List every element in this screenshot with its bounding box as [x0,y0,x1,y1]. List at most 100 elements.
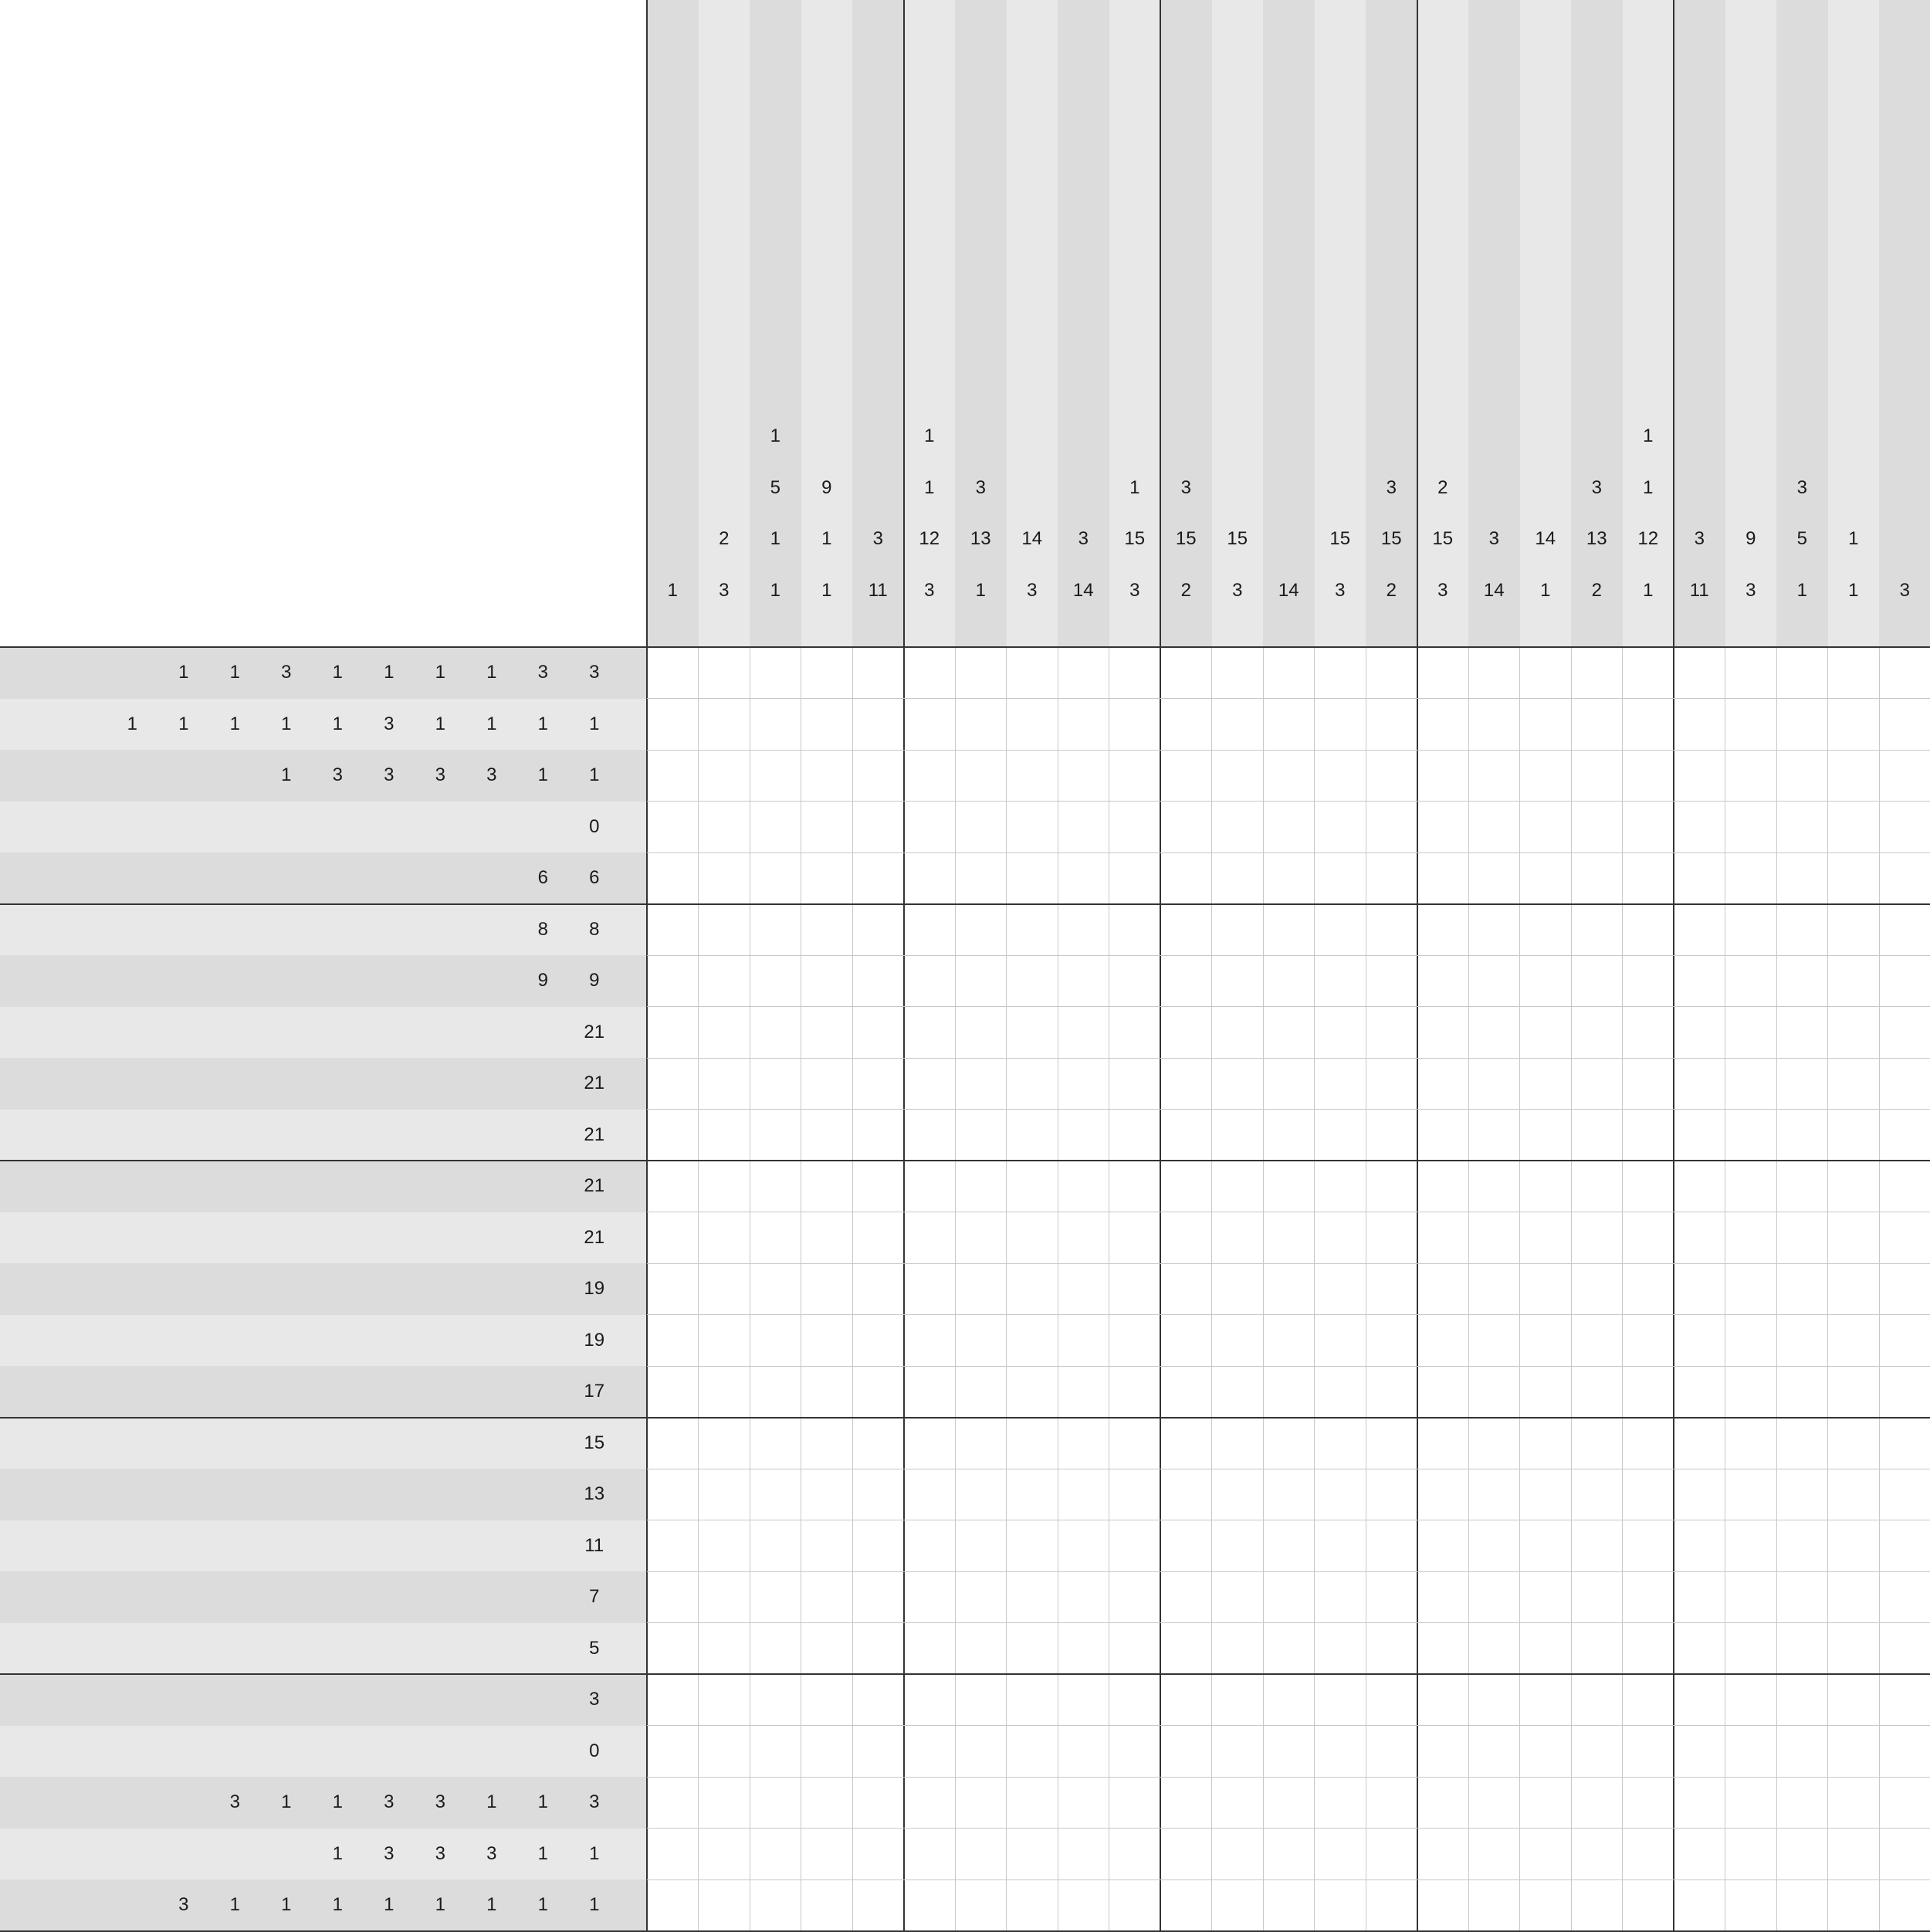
grid-cell[interactable] [1623,1879,1674,1931]
grid-cell[interactable] [1623,1007,1674,1059]
grid-cell[interactable] [1366,1879,1417,1931]
grid-cell[interactable] [1725,647,1777,699]
grid-cell[interactable] [1879,1520,1930,1572]
grid-cell[interactable] [1417,1571,1469,1623]
grid-cell[interactable] [1828,1315,1880,1367]
grid-cell[interactable] [1007,852,1058,904]
grid-cell[interactable] [1776,1007,1828,1059]
grid-cell[interactable] [1623,1777,1674,1829]
grid-cell[interactable] [1212,1007,1264,1059]
grid-cell[interactable] [852,750,904,802]
grid-cell[interactable] [1315,1263,1366,1315]
grid-cell[interactable] [1417,1777,1469,1829]
grid-cell[interactable] [1776,1571,1828,1623]
grid-cell[interactable] [1212,1571,1264,1623]
grid-cell[interactable] [801,1110,853,1161]
grid-cell[interactable] [1520,647,1572,699]
grid-cell[interactable] [852,904,904,956]
grid-cell[interactable] [1058,1571,1109,1623]
grid-cell[interactable] [1468,1623,1520,1675]
grid-cell[interactable] [1007,802,1058,853]
grid-cell[interactable] [1725,1623,1777,1675]
grid-cell[interactable] [852,1058,904,1110]
grid-cell[interactable] [1725,1469,1777,1520]
grid-cell[interactable] [1263,1366,1315,1418]
grid-cell[interactable] [699,1520,750,1572]
grid-cell[interactable] [1828,1212,1880,1264]
grid-cell[interactable] [1160,1879,1212,1931]
grid-cell[interactable] [1366,1110,1417,1161]
grid-cell[interactable] [1520,1879,1572,1931]
grid-cell[interactable] [1058,1726,1109,1778]
grid-cell[interactable] [1674,1007,1725,1059]
grid-cell[interactable] [1674,1571,1725,1623]
grid-cell[interactable] [1828,1366,1880,1418]
grid-cell[interactable] [1109,802,1161,853]
grid-cell[interactable] [801,1315,853,1367]
grid-cell[interactable] [904,1777,956,1829]
grid-cell[interactable] [750,1469,801,1520]
grid-cell[interactable] [1058,1418,1109,1469]
grid-cell[interactable] [1623,1623,1674,1675]
grid-cell[interactable] [1828,802,1880,853]
grid-cell[interactable] [1212,750,1264,802]
grid-cell[interactable] [647,1212,699,1264]
grid-cell[interactable] [699,1777,750,1829]
grid-cell[interactable] [1212,1829,1264,1880]
grid-cell[interactable] [699,1829,750,1880]
grid-cell[interactable] [1520,1110,1572,1161]
grid-cell[interactable] [1366,1418,1417,1469]
grid-cell[interactable] [699,1623,750,1675]
grid-cell[interactable] [801,955,853,1007]
grid-cell[interactable] [1674,1623,1725,1675]
grid-cell[interactable] [1315,1469,1366,1520]
grid-cell[interactable] [1417,802,1469,853]
grid-cell[interactable] [1623,1161,1674,1212]
grid-cell[interactable] [1468,1879,1520,1931]
grid-cell[interactable] [1776,1212,1828,1264]
grid-cell[interactable] [801,1212,853,1264]
grid-cell[interactable] [1571,750,1623,802]
grid-cell[interactable] [1776,1058,1828,1110]
grid-cell[interactable] [1109,852,1161,904]
grid-cell[interactable] [1725,1263,1777,1315]
grid-cell[interactable] [1828,1726,1880,1778]
grid-cell[interactable] [1263,699,1315,751]
grid-cell[interactable] [1058,1879,1109,1931]
grid-cell[interactable] [904,647,956,699]
grid-cell[interactable] [801,1007,853,1059]
grid-cell[interactable] [1879,1366,1930,1418]
grid-cell[interactable] [955,1520,1007,1572]
grid-cell[interactable] [1828,1263,1880,1315]
grid-cell[interactable] [1417,1007,1469,1059]
grid-cell[interactable] [1263,955,1315,1007]
grid-cell[interactable] [1007,1520,1058,1572]
grid-cell[interactable] [955,647,1007,699]
grid-cell[interactable] [699,1212,750,1264]
grid-cell[interactable] [1366,1674,1417,1726]
grid-cell[interactable] [852,699,904,751]
grid-cell[interactable] [1263,647,1315,699]
grid-cell[interactable] [852,1571,904,1623]
grid-cell[interactable] [647,699,699,751]
grid-cell[interactable] [1109,1212,1161,1264]
grid-cell[interactable] [1520,1571,1572,1623]
grid-cell[interactable] [1212,1161,1264,1212]
grid-cell[interactable] [1058,1161,1109,1212]
grid-cell[interactable] [1468,1366,1520,1418]
grid-cell[interactable] [1674,955,1725,1007]
grid-cell[interactable] [1212,802,1264,853]
grid-cell[interactable] [801,699,853,751]
grid-cell[interactable] [699,852,750,904]
grid-cell[interactable] [1058,699,1109,751]
grid-cell[interactable] [1776,1110,1828,1161]
grid-cell[interactable] [1160,1469,1212,1520]
grid-cell[interactable] [1315,1571,1366,1623]
grid-cell[interactable] [852,647,904,699]
grid-cell[interactable] [904,699,956,751]
grid-cell[interactable] [1571,955,1623,1007]
grid-cell[interactable] [1520,1623,1572,1675]
grid-cell[interactable] [699,647,750,699]
grid-cell[interactable] [1725,750,1777,802]
grid-cell[interactable] [1160,1058,1212,1110]
